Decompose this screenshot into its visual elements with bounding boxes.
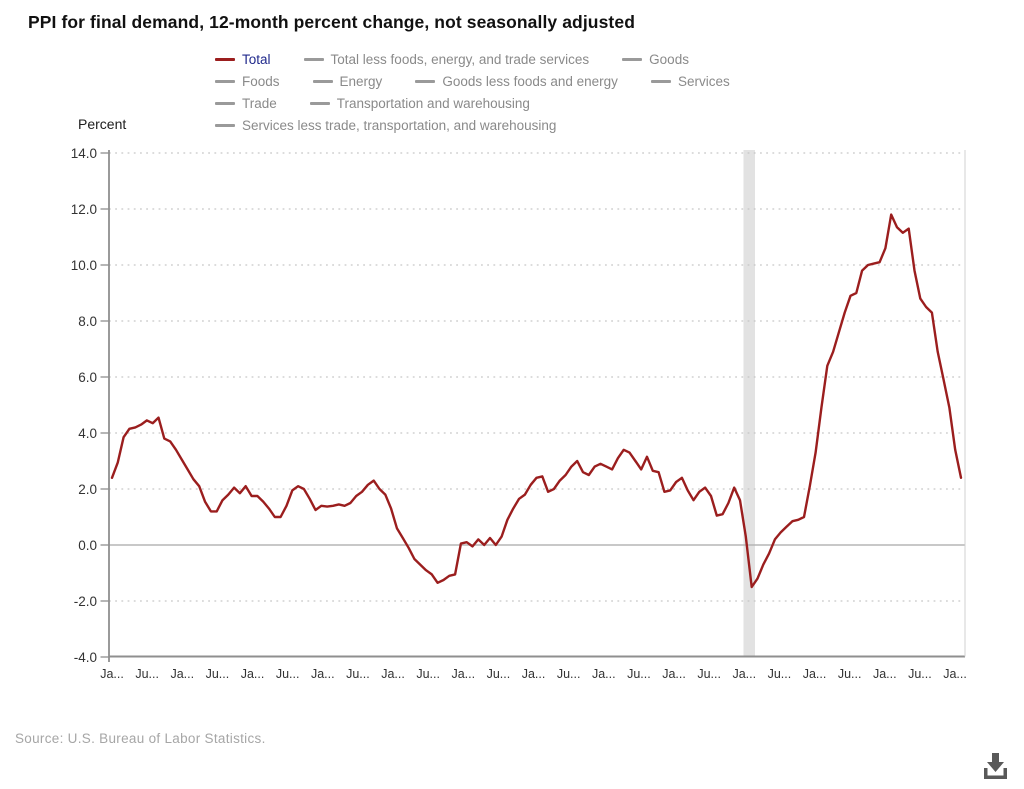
x-tick-label: Ju... [768, 667, 792, 681]
x-tick-label: Ja... [451, 667, 475, 681]
recession-band [743, 150, 755, 657]
x-tick-label: Ju... [557, 667, 581, 681]
x-tick-label: Ja... [170, 667, 194, 681]
legend-row: Services less trade, transportation, and… [215, 114, 730, 136]
x-tick-label: Ja... [522, 667, 546, 681]
legend-item-goods-less-foods[interactable]: Goods less foods and energy [415, 74, 618, 89]
legend-swatch-icon [650, 79, 671, 83]
legend-swatch-icon [622, 57, 643, 61]
x-tick-label: Ju... [276, 667, 300, 681]
legend-item-total[interactable]: Total [215, 52, 271, 67]
x-tick-label: Ju... [487, 667, 511, 681]
chart-legend: Total Total less foods, energy, and trade… [215, 48, 730, 136]
x-tick-label: Ju... [908, 667, 932, 681]
y-tick-label: 0.0 [78, 538, 97, 553]
legend-item-label: Services [677, 73, 730, 89]
legend-item-label: Goods [649, 51, 689, 67]
x-tick-label: Ju... [206, 667, 230, 681]
y-tick-label: 6.0 [78, 370, 97, 385]
legend-row: Trade Transportation and warehousing [215, 92, 730, 114]
x-tick-label: Ja... [873, 667, 897, 681]
legend-swatch-icon [312, 79, 333, 83]
total-series-line [110, 213, 963, 589]
x-tick-label: Ja... [943, 667, 967, 681]
ppi-line-chart: 14.012.010.08.06.04.02.00.0-2.0-4.0Ja...… [71, 146, 967, 681]
legend-item-trade[interactable]: Trade [215, 96, 277, 111]
y-tick-label: -4.0 [74, 650, 97, 665]
legend-item-label: Total [242, 51, 271, 67]
x-tick-label: Ja... [803, 667, 827, 681]
page-title: PPI for final demand, 12-month percent c… [28, 12, 635, 32]
y-tick-label: 10.0 [71, 258, 97, 273]
legend-item-label: Services less trade, transportation, and… [242, 117, 557, 133]
legend-row: Foods Energy Goods less foods and energy Se… [215, 70, 730, 92]
legend-item-services-less-trade[interactable]: Services less trade, transportation, and… [215, 118, 556, 133]
legend-item-transportation-and-warehousing[interactable]: Transportation and warehousing [309, 95, 530, 111]
y-tick-label: 12.0 [71, 202, 97, 217]
x-tick-label: Ju... [135, 667, 159, 681]
legend-swatch-icon [303, 57, 324, 61]
y-tick-label: 14.0 [71, 146, 97, 161]
legend-item-goods[interactable]: Goods [622, 52, 689, 67]
legend-swatch-icon [309, 101, 330, 105]
x-tick-label: Ju... [416, 667, 440, 681]
x-tick-label: Ja... [732, 667, 756, 681]
x-tick-label: Ja... [381, 667, 405, 681]
legend-item-label: Goods less foods and energy [442, 73, 618, 89]
x-tick-label: Ju... [627, 667, 651, 681]
legend-item-label: Total less foods, energy, and trade serv… [330, 51, 590, 67]
x-tick-label: Ja... [311, 667, 335, 681]
legend-row: Total Total less foods, energy, and trade… [215, 48, 730, 70]
x-tick-label: Ju... [697, 667, 721, 681]
x-tick-label: Ju... [346, 667, 370, 681]
legend-item-total-less-foods[interactable]: Total less foods, energy, and trade serv… [303, 51, 590, 67]
legend-item-label: Trade [242, 95, 277, 111]
y-tick-label: 4.0 [78, 426, 97, 441]
x-tick-label: Ja... [662, 667, 686, 681]
legend-item-label: Foods [242, 73, 280, 89]
source-note: Source: U.S. Bureau of Labor Statistics. [15, 731, 266, 746]
legend-item-energy[interactable]: Energy [312, 73, 383, 89]
legend-swatch-icon [215, 123, 235, 127]
legend-swatch-icon [215, 57, 235, 61]
legend-item-foods[interactable]: Foods [215, 74, 280, 89]
x-tick-label: Ja... [241, 667, 265, 681]
y-tick-label: 8.0 [78, 314, 97, 329]
legend-swatch-icon [415, 79, 436, 83]
legend-item-label: Energy [339, 73, 383, 89]
legend-item-services[interactable]: Services [650, 73, 730, 89]
y-tick-label: -2.0 [74, 594, 97, 609]
download-icon[interactable] [978, 752, 1012, 782]
y-tick-label: 2.0 [78, 482, 97, 497]
legend-item-label: Transportation and warehousing [336, 95, 530, 111]
x-tick-label: Ja... [100, 667, 124, 681]
y-axis-title: Percent [78, 116, 127, 132]
legend-swatch-icon [215, 101, 235, 105]
x-tick-label: Ja... [592, 667, 616, 681]
legend-swatch-icon [215, 79, 235, 83]
x-tick-label: Ju... [838, 667, 862, 681]
